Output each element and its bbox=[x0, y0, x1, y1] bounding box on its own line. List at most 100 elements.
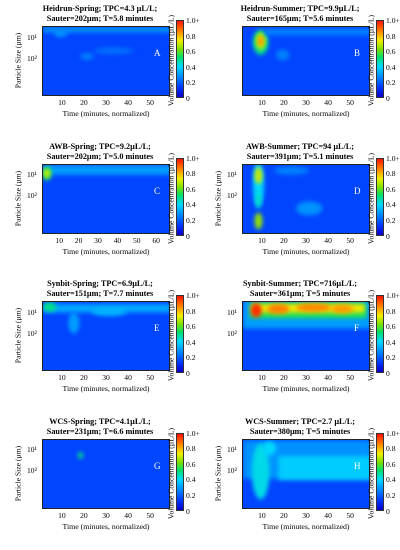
colorbar-tick-label: 0 bbox=[386, 369, 390, 378]
colorbar-tick-label: 0.2 bbox=[386, 353, 396, 363]
concentration-blob bbox=[43, 168, 50, 178]
x-tick-label: 20 bbox=[74, 235, 83, 245]
colorbar-tick-label: 1.0+ bbox=[386, 16, 400, 25]
colorbar bbox=[376, 157, 384, 236]
panel-letter: F bbox=[354, 323, 360, 333]
y-axis-label: Particle Size (µm) bbox=[213, 445, 223, 501]
colorbar-tick-label: 0.4 bbox=[386, 62, 396, 72]
x-axis-label: Time (minutes, normalized) bbox=[262, 521, 350, 531]
concentration-blob bbox=[255, 191, 262, 208]
x-tick-label: 50 bbox=[346, 235, 354, 245]
colorbar-tick-label: 0.4 bbox=[386, 475, 396, 485]
x-tick-label: 20 bbox=[80, 373, 88, 382]
panel-title-line2: Sauter=165µm; T=5.6 minutes bbox=[246, 14, 354, 23]
colorbar-tick-label: 0 bbox=[186, 369, 190, 378]
colorbar-tick-label: 0 bbox=[186, 506, 190, 516]
concentration-blob bbox=[254, 212, 263, 229]
colorbar-tick-label: 0.6 bbox=[186, 322, 196, 332]
panel-title-line1: WCS-Spring; TPC=4.1µL/L; bbox=[49, 416, 151, 426]
y-axis-label: Particle Size (µm) bbox=[13, 170, 23, 226]
heatmap-plot-area bbox=[242, 438, 370, 509]
x-tick-label: 50 bbox=[146, 510, 154, 520]
concentration-blob bbox=[331, 304, 354, 314]
panel-title-line1: Heidrun-Spring; TPC=4.3 µL/L; bbox=[42, 4, 158, 13]
panel-letter: E bbox=[154, 323, 160, 333]
panel-title-line2: Sauter=391µm; T=5.1 minutes bbox=[246, 151, 354, 161]
panel-letter: C bbox=[154, 185, 161, 196]
x-tick-label: 30 bbox=[102, 373, 110, 382]
x-tick-label: 50 bbox=[146, 373, 154, 382]
colorbar-tick-label: 0.6 bbox=[186, 184, 196, 194]
colorbar-tick-label: 0.4 bbox=[186, 337, 196, 347]
y-axis-label: Particle Size (µm) bbox=[13, 32, 23, 89]
y-axis-label: Particle Size (µm) bbox=[13, 307, 23, 364]
x-tick-label: 20 bbox=[280, 98, 288, 107]
x-tick-label: 30 bbox=[94, 235, 102, 245]
colorbar-label: Volume Concentration (µL/L) bbox=[366, 427, 376, 519]
panel-title-line2: Sauter=231µm; T=6.6 minutes bbox=[46, 426, 154, 436]
heatmap-svg bbox=[77, 451, 84, 459]
panel-letter: G bbox=[154, 460, 161, 471]
colorbar-tick-label: 1.0+ bbox=[386, 291, 400, 300]
concentration-blob bbox=[295, 200, 323, 215]
heatmap-svg bbox=[43, 27, 169, 60]
x-tick-label: 50 bbox=[346, 510, 354, 520]
colorbar-label: Volume Concentration (µL/L) bbox=[366, 152, 376, 244]
y-tick-label: 10¹ bbox=[27, 32, 37, 42]
x-tick-label: 40 bbox=[324, 98, 332, 107]
colorbar-tick-label: 1.0+ bbox=[386, 428, 400, 438]
concentration-blob bbox=[262, 440, 277, 455]
x-tick-label: 30 bbox=[302, 510, 310, 520]
panel-title-line1: WCS-Summer; TPC=2.7 µL/L; bbox=[245, 416, 355, 426]
x-tick-label: 10 bbox=[58, 510, 66, 520]
colorbar-tick-label: 0.8 bbox=[186, 444, 196, 454]
colorbar-tick-label: 0.2 bbox=[386, 78, 396, 88]
concentration-band bbox=[43, 164, 169, 175]
heatmap-svg bbox=[252, 28, 369, 61]
y-tick-label: 10² bbox=[227, 328, 237, 338]
x-tick-label: 60 bbox=[152, 235, 160, 245]
x-tick-label: 40 bbox=[324, 235, 332, 245]
x-axis-label: Time (minutes, normalized) bbox=[262, 246, 350, 256]
concentration-blob bbox=[258, 36, 264, 46]
heatmap-plot-area bbox=[42, 438, 170, 509]
x-tick-label: 20 bbox=[280, 510, 288, 520]
panel-e: Synbit-Spring; TPC=6.9µL/L; Sauter=151µm;… bbox=[0, 275, 200, 413]
panel-title-line1: AWB-Spring; TPC=9.2µL/L; bbox=[49, 141, 151, 151]
colorbar-tick-label: 0.8 bbox=[186, 306, 196, 316]
colorbar-label: Volume Concentration (µL/L) bbox=[166, 14, 176, 107]
colorbar-tick-label: 0 bbox=[386, 94, 390, 103]
colorbar-tick-label: 0.8 bbox=[386, 444, 396, 454]
panel-title-line2: Sauter=202µm; T=5.8 minutes bbox=[46, 14, 154, 23]
x-tick-label: 40 bbox=[124, 373, 132, 382]
panel-letter: A bbox=[154, 48, 161, 58]
panel-title-line2: Sauter=151µm; T=7.7 minutes bbox=[46, 289, 154, 298]
y-tick-label: 10¹ bbox=[27, 170, 37, 179]
panel-title-line1: AWB-Summer; TPC=94 µL/L; bbox=[246, 141, 354, 151]
colorbar-tick-label: 0.2 bbox=[186, 215, 196, 225]
concentration-blob bbox=[295, 303, 332, 312]
concentration-blob bbox=[273, 165, 310, 175]
colorbar-tick-label: 0.6 bbox=[186, 459, 196, 469]
x-tick-label: 40 bbox=[324, 510, 332, 520]
colorbar-tick-label: 1.0+ bbox=[386, 153, 400, 163]
concentration-blob bbox=[267, 304, 290, 314]
colorbar-tick-label: 0 bbox=[186, 231, 190, 241]
colorbar-tick-label: 0.6 bbox=[386, 322, 396, 332]
colorbar-tick-label: 0.6 bbox=[386, 459, 396, 469]
x-tick-label: 10 bbox=[58, 98, 66, 107]
x-axis-label: Time (minutes, normalized) bbox=[262, 109, 350, 118]
x-tick-label: 10 bbox=[258, 235, 266, 245]
x-axis-label: Time (minutes, normalized) bbox=[62, 384, 150, 393]
colorbar-tick-label: 1.0+ bbox=[186, 291, 200, 300]
x-tick-label: 10 bbox=[58, 373, 66, 382]
heatmap-plot-area bbox=[242, 26, 370, 96]
panel-letter: D bbox=[354, 185, 361, 196]
y-tick-label: 10¹ bbox=[227, 445, 237, 454]
x-tick-label: 50 bbox=[146, 98, 154, 107]
colorbar-tick-label: 0.4 bbox=[386, 200, 396, 210]
colorbar-label: Volume Concentration (µL/L) bbox=[166, 289, 176, 382]
colorbar-tick-label: 0.2 bbox=[186, 490, 196, 500]
panel-g: WCS-Spring; TPC=4.1µL/L; Sauter=231µm; T=… bbox=[0, 413, 200, 550]
colorbar-label: Volume Concentration (µL/L) bbox=[366, 289, 376, 382]
